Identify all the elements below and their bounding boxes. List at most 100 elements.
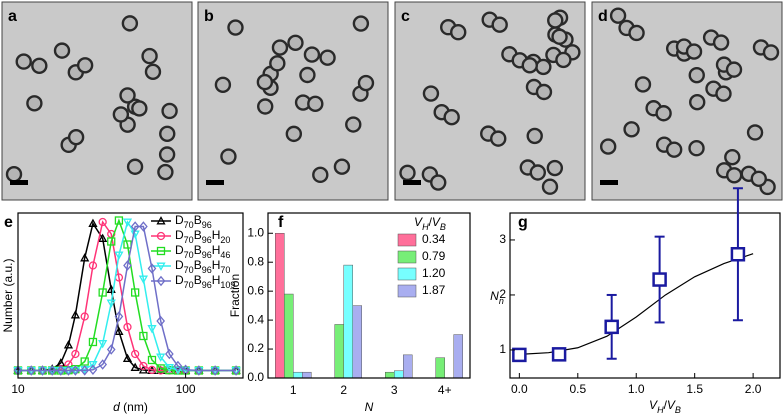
x-tick-label: 0.0 [511,382,528,396]
scale-bar [206,180,224,185]
marker [147,263,157,274]
particle [319,49,336,66]
particle [526,127,543,145]
particle [712,34,730,51]
legend-label: 1.20 [422,266,446,280]
panel-label: g [518,214,528,231]
particle [159,125,176,142]
particle [271,39,289,56]
marker [56,365,66,376]
legend-label: D70B96H109 [175,273,235,290]
marker [26,365,36,376]
marker [123,322,132,332]
legend-label: 1.87 [422,283,446,297]
marker [107,237,116,246]
legend-label: D70B96H70 [175,258,230,275]
marker [98,288,107,297]
particle [628,24,645,42]
legend-title: VH/VB [414,215,446,232]
particle [535,58,552,76]
particle [715,85,732,102]
particle [399,164,416,182]
marker [70,310,80,319]
marker [165,348,174,360]
particle [15,53,32,70]
bar [334,324,344,379]
bar [275,233,285,379]
x-tick-label: 100 [176,382,196,396]
particle [287,34,304,52]
particle [299,66,316,84]
x-tick-label: 10 [11,382,25,396]
bar [385,371,395,379]
scale-bar [403,180,421,185]
particle [161,102,178,120]
marker [210,365,220,376]
point [512,347,527,363]
marker [80,365,90,376]
marker [173,366,183,375]
marker [71,349,80,359]
marker [130,221,140,232]
particle [746,124,764,141]
legend-swatch [397,250,417,264]
legend-label: D70B96H20 [175,228,230,245]
particle [76,57,94,74]
particle [521,57,538,74]
particle [333,158,351,175]
y-axis-label: Nn [490,289,504,306]
marker [88,361,98,370]
marker [63,340,74,349]
marker [38,365,47,376]
plot-frame [267,212,471,379]
particle [157,163,174,181]
particle [422,85,440,102]
y-tick-label: 0.6 [247,283,264,297]
marker [130,362,140,371]
bar [435,357,445,379]
x-tick-label: 1 [290,383,297,397]
particle [26,95,43,112]
marker [139,361,148,371]
particle [750,170,767,187]
particle [688,66,705,84]
panel-label: d [598,8,608,25]
particle [303,46,321,63]
marker [156,246,166,256]
particle [665,141,683,158]
bar [453,334,463,379]
marker [88,337,98,347]
particle [555,51,572,69]
particle [112,106,130,123]
marker [47,365,57,376]
y-axis-label: Number (a.u.) [1,258,15,332]
bar [284,293,294,379]
y-axis-label: Fraction [228,274,242,317]
marker [114,216,124,225]
particle [126,158,144,175]
particle [256,73,274,91]
particle [158,146,176,163]
particle [31,57,48,74]
particle [214,76,232,93]
x-tick-label: 1.5 [686,382,703,396]
marker [88,364,98,375]
scale-bar [600,180,618,185]
bar [293,371,303,379]
marker [123,260,132,271]
bar [343,264,353,379]
particle [599,138,617,155]
particle [541,178,559,195]
x-tick-label: 3 [391,383,398,397]
panel-label: f [278,214,284,231]
particle [551,28,568,45]
fit-line [519,253,754,355]
particle [53,42,71,59]
x-tick-label: 2 [340,383,347,397]
marker [114,326,124,335]
panel-label: e [4,214,13,231]
particle [67,128,85,146]
marker [173,360,183,372]
particle [352,15,370,32]
plot-frame [17,212,244,379]
